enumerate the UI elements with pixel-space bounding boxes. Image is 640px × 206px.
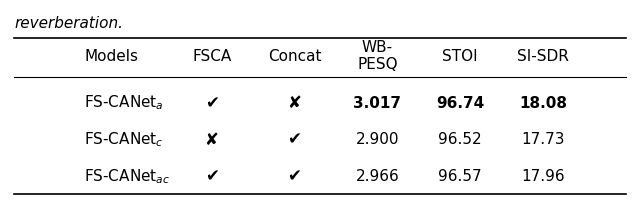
Text: STOI: STOI — [442, 49, 478, 64]
Text: 17.96: 17.96 — [521, 169, 565, 184]
Text: FS-CANet$_c$: FS-CANet$_c$ — [84, 130, 164, 149]
Text: reverberation.: reverberation. — [14, 16, 123, 31]
Text: 18.08: 18.08 — [519, 96, 567, 110]
Text: 17.73: 17.73 — [521, 132, 564, 147]
Text: ✔: ✔ — [287, 167, 301, 185]
Text: FS-CANet$_{ac}$: FS-CANet$_{ac}$ — [84, 167, 170, 186]
Text: ✔: ✔ — [287, 131, 301, 149]
Text: 2.900: 2.900 — [356, 132, 399, 147]
Text: 2.966: 2.966 — [355, 169, 399, 184]
Text: FSCA: FSCA — [192, 49, 231, 64]
Text: 96.52: 96.52 — [438, 132, 482, 147]
Text: ✘: ✘ — [205, 131, 219, 149]
Text: 96.74: 96.74 — [436, 96, 484, 110]
Text: SI-SDR: SI-SDR — [517, 49, 569, 64]
Text: FS-CANet$_a$: FS-CANet$_a$ — [84, 94, 164, 112]
Text: 96.57: 96.57 — [438, 169, 482, 184]
Text: Models: Models — [84, 49, 138, 64]
Text: ✔: ✔ — [205, 167, 219, 185]
Text: Concat: Concat — [268, 49, 321, 64]
Text: ✘: ✘ — [287, 94, 301, 112]
Text: WB-
PESQ: WB- PESQ — [357, 40, 397, 73]
Text: 3.017: 3.017 — [353, 96, 401, 110]
Text: ✔: ✔ — [205, 94, 219, 112]
